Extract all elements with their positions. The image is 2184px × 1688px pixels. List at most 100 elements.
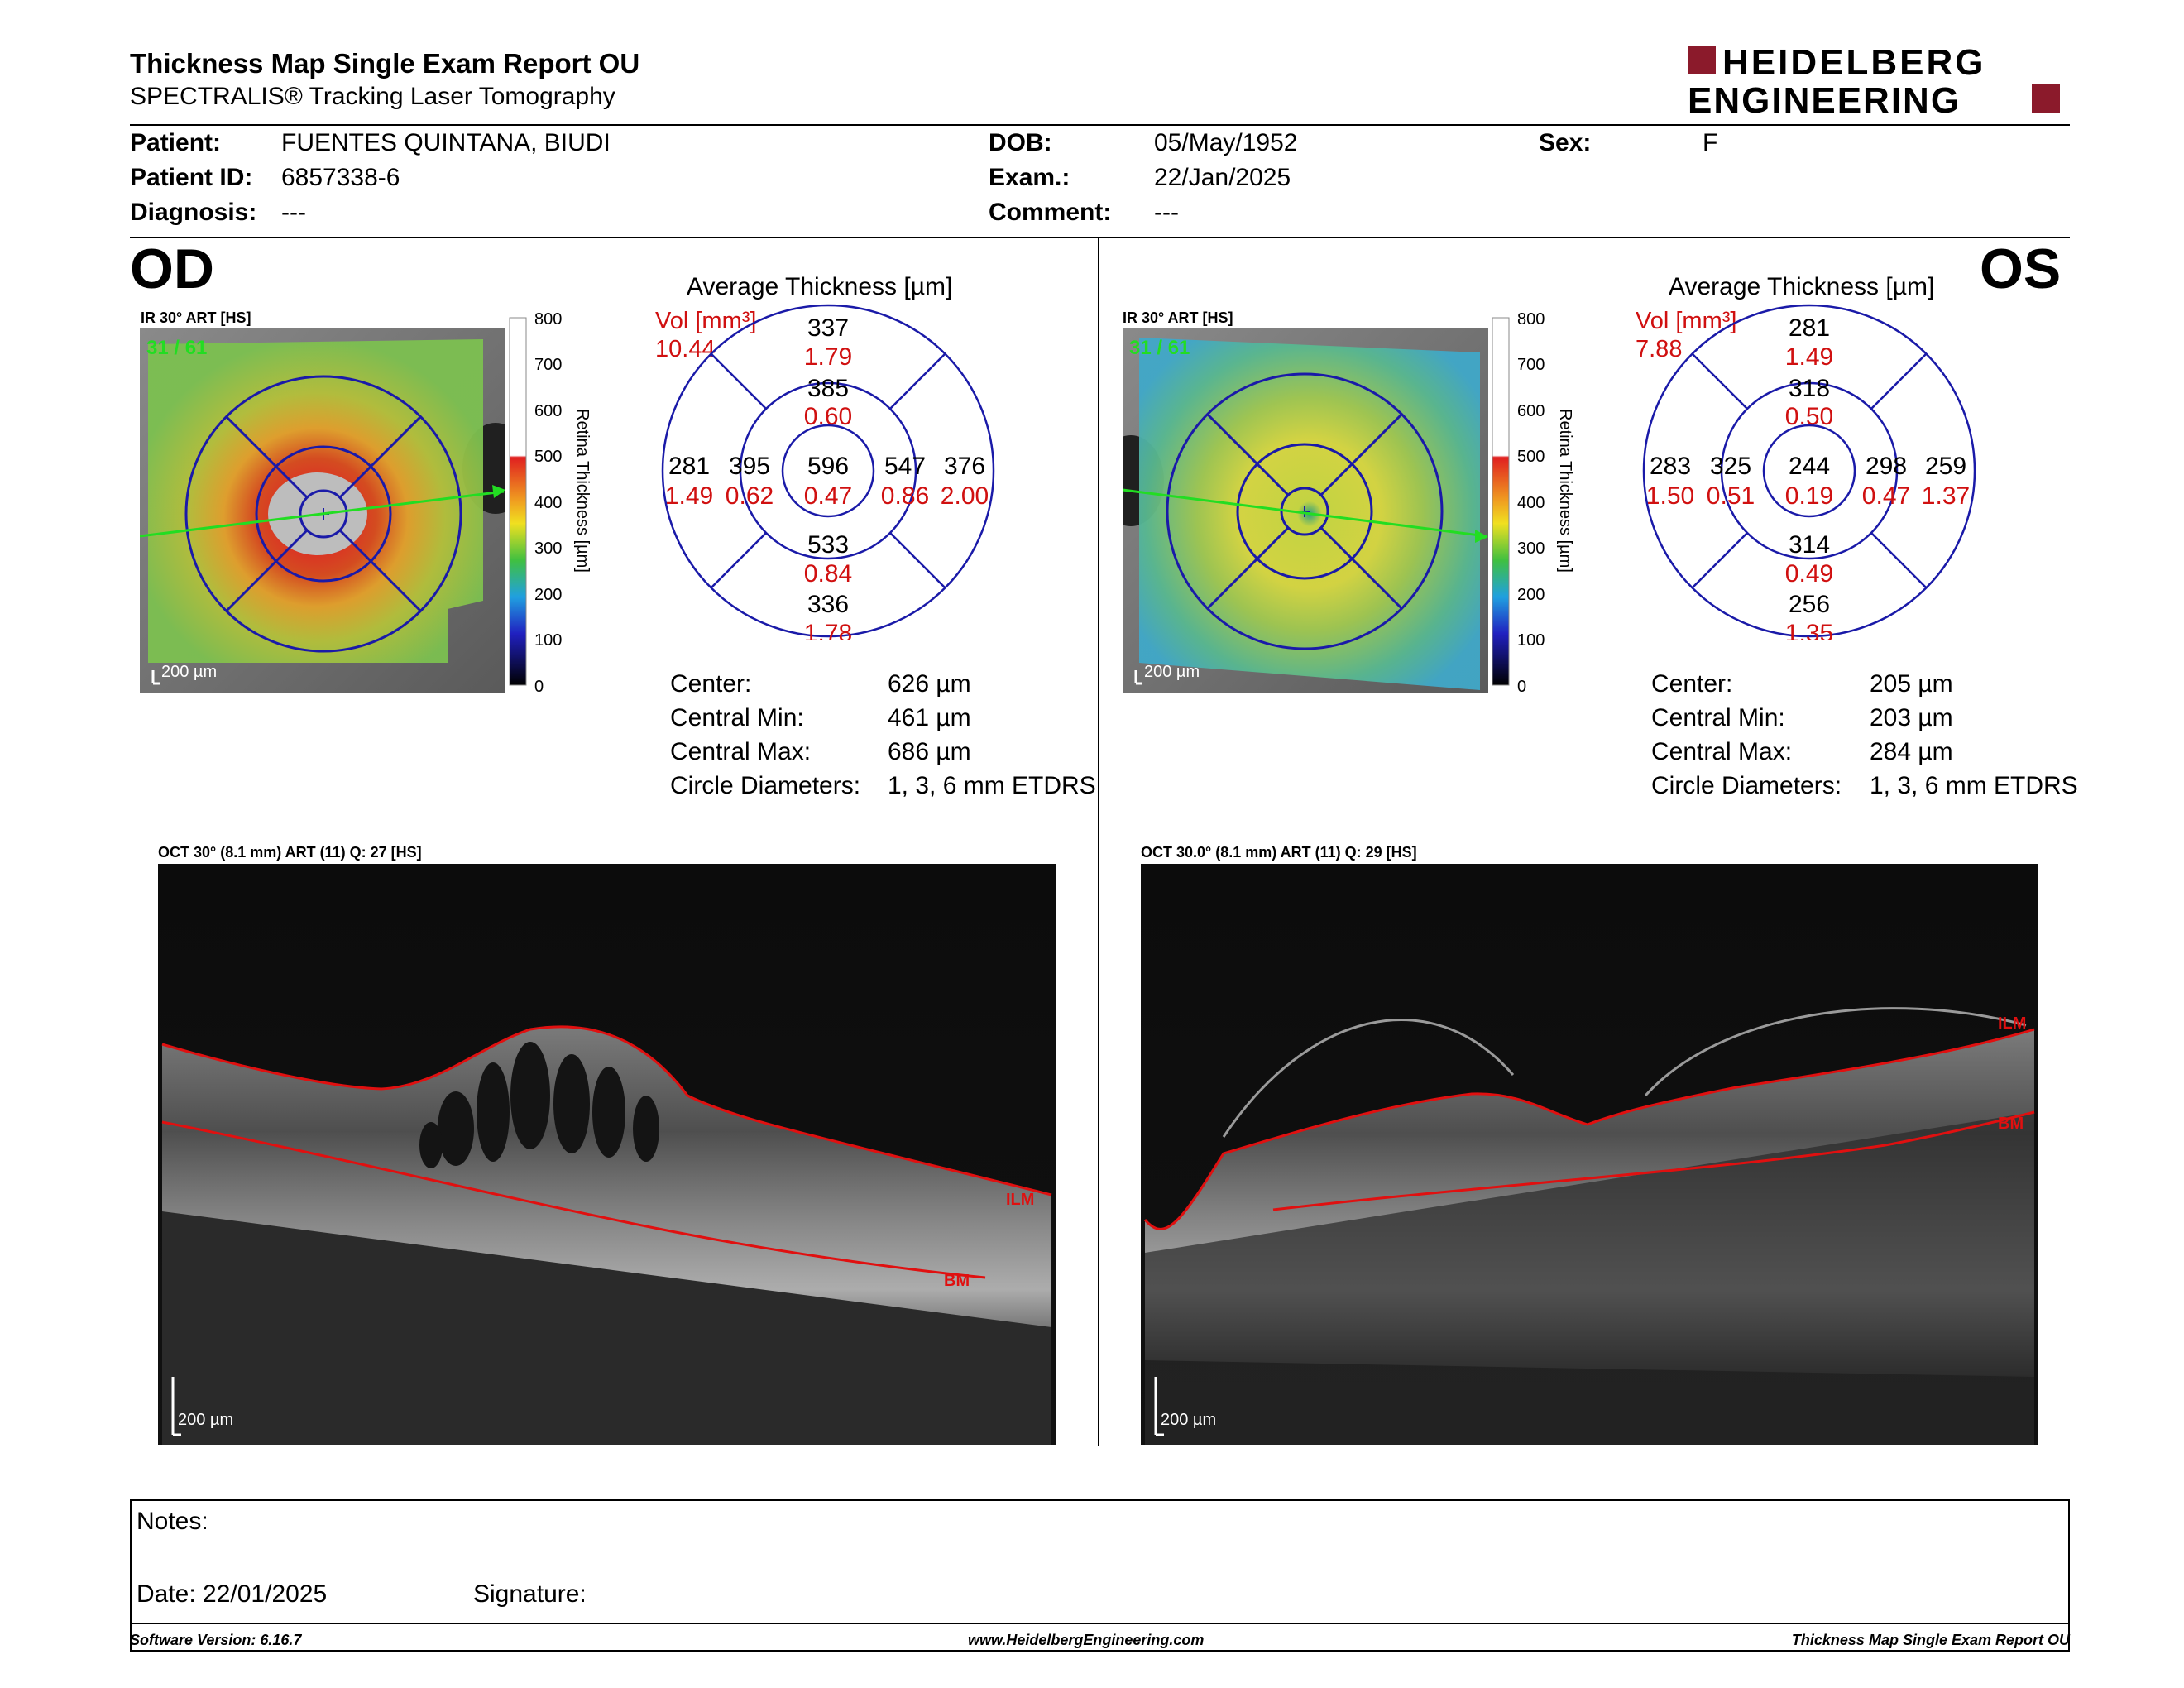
od-inner-inferior: 533 [807, 531, 849, 559]
od-min-value: 461 µm [888, 704, 971, 731]
os-outer-inferior-vol: 1.35 [1785, 620, 1833, 640]
od-ilm-label: ILM [1006, 1191, 1034, 1209]
os-etdrs-grid: 281 1.49 318 0.50 283 1.50 325 0.51 244 … [1642, 304, 1976, 640]
os-max-label: Central Max: [1651, 738, 1793, 765]
od-thickness-map: 31 / 61 200 µm [140, 328, 505, 693]
os-min-value: 203 µm [1870, 704, 1953, 731]
os-oct-label: OCT 30.0° (8.1 mm) ART (11) Q: 29 [HS] [1141, 844, 1417, 861]
os-diam-value: 1, 3, 6 mm ETDRS [1870, 772, 2078, 799]
report-title: Thickness Map Single Exam Report OU [130, 48, 640, 79]
od-outer-right: 376 [944, 453, 985, 480]
os-scale-tick-800: 800 [1517, 310, 1545, 328]
os-thickness-map: 31 / 61 200 µm [1123, 328, 1488, 693]
footer-report-title: Thickness Map Single Exam Report OU [1791, 1632, 2070, 1648]
od-max-label: Central Max: [670, 738, 812, 765]
os-scale-tick-300: 300 [1517, 539, 1545, 558]
od-etdrs-grid: 337 1.79 385 0.60 281 1.49 395 0.62 596 … [661, 304, 995, 640]
patient-name: FUENTES QUINTANA, BIUDI [281, 129, 611, 156]
os-outer-superior: 281 [1789, 314, 1830, 342]
od-diam-label: Circle Diameters: [670, 772, 861, 799]
od-scan-arrow [492, 485, 505, 498]
od-frame-counter: 31 / 61 [146, 337, 207, 359]
os-inner-inferior: 314 [1789, 531, 1830, 559]
od-cysts [419, 1042, 659, 1168]
os-inner-superior-vol: 0.50 [1785, 403, 1833, 430]
notes-box[interactable]: Notes: Date: 22/01/2025 Signature: [130, 1499, 2070, 1652]
od-center-label: Center: [670, 670, 752, 698]
heidelberg-logo: HEIDELBERG ENGINEERING [1688, 45, 2060, 119]
os-scale-tick-400: 400 [1517, 494, 1545, 512]
os-ir-label: IR 30° ART [HS] [1123, 309, 1233, 326]
od-scale-tick-300: 300 [534, 539, 562, 558]
od-inner-right-vol: 0.86 [881, 482, 929, 510]
od-choroid [162, 1211, 1051, 1445]
os-scale-tick-700: 700 [1517, 356, 1545, 374]
website-link[interactable]: www.HeidelbergEngineering.com [968, 1632, 1205, 1648]
comment-value: --- [1154, 199, 1179, 226]
od-scale-tick-200: 200 [534, 586, 562, 604]
software-version: Software Version: 6.16.7 [130, 1632, 302, 1648]
od-inner-superior: 385 [807, 375, 849, 402]
os-inner-right: 298 [1866, 453, 1907, 480]
os-outer-superior-vol: 1.49 [1785, 343, 1833, 371]
os-scan-line [1123, 488, 1487, 538]
sex-value: F [1703, 129, 1718, 156]
dob-label: DOB: [989, 129, 1052, 156]
od-inner-left: 395 [729, 453, 770, 480]
os-scale-title: Retina Thickness [µm] [1556, 409, 1574, 573]
os-outer-left: 283 [1650, 453, 1691, 480]
os-outer-right-vol: 1.37 [1922, 482, 1970, 510]
os-hyaloid-left [1222, 1019, 1515, 1138]
os-center: 244 [1789, 453, 1830, 480]
od-eye-label: OD [130, 237, 214, 300]
od-scale-bar [509, 317, 527, 686]
patient-id: 6857338-6 [281, 164, 400, 191]
os-scale-bar [1492, 317, 1510, 686]
notes-label: Notes: [136, 1508, 208, 1535]
od-ilm-line [161, 1025, 1052, 1196]
os-scale-tick-0: 0 [1517, 678, 1526, 696]
od-bm-line [161, 1120, 986, 1279]
patient-id-label: Patient ID: [130, 164, 253, 191]
os-bm-label: BM [1998, 1115, 2024, 1133]
os-ilm-label: ILM [1998, 1014, 2026, 1033]
od-avg-title: Average Thickness [µm] [687, 273, 953, 300]
od-ir-label: IR 30° ART [HS] [141, 309, 251, 326]
os-oct-bscan: ILM BM 200 µm [1141, 864, 2038, 1445]
od-center: 596 [807, 453, 849, 480]
os-color-scale: 800 700 600 500 400 300 200 100 0 Retina… [1492, 310, 1574, 696]
os-etdrs-overlay [1166, 372, 1444, 650]
os-bm-line [1272, 1110, 2035, 1211]
od-scale-tick-100: 100 [534, 631, 562, 650]
od-bm-label: BM [944, 1272, 970, 1290]
os-frame-counter: 31 / 61 [1129, 337, 1190, 359]
os-outer-inferior: 256 [1789, 591, 1830, 618]
diagnosis-value: --- [281, 199, 306, 226]
os-diam-label: Circle Diameters: [1651, 772, 1842, 799]
od-center-vol: 0.47 [804, 482, 852, 510]
os-vol-label: Vol [mm³] [1636, 308, 1737, 334]
od-max-value: 686 µm [888, 738, 971, 765]
logo-square-bottom [2032, 84, 2060, 113]
notes-date: Date: 22/01/2025 [136, 1580, 328, 1608]
od-outer-right-vol: 2.00 [941, 482, 989, 510]
od-inner-left-vol: 0.62 [726, 482, 774, 510]
os-scale-tick-100: 100 [1517, 631, 1545, 650]
eye-divider [1098, 238, 1099, 1446]
od-scale-tick-500: 500 [534, 448, 562, 466]
os-avg-title: Average Thickness [µm] [1669, 273, 1935, 300]
os-inner-left: 325 [1710, 453, 1751, 480]
patient-divider [130, 237, 2070, 238]
os-ilm-line [1143, 1028, 2035, 1230]
os-center-value: 205 µm [1870, 670, 1953, 698]
os-choroid [1145, 1112, 2034, 1445]
od-scale-tick-700: 700 [534, 356, 562, 374]
os-oct-scalebar-label: 200 µm [1161, 1411, 1216, 1429]
od-scale-tick-400: 400 [534, 494, 562, 512]
od-scale-title: Retina Thickness [µm] [573, 409, 592, 573]
report-subtitle: SPECTRALIS® Tracking Laser Tomography [130, 83, 615, 110]
od-oct-scalebar-label: 200 µm [178, 1411, 233, 1429]
od-outer-inferior-vol: 1.78 [804, 620, 852, 640]
os-inner-left-vol: 0.51 [1707, 482, 1755, 510]
od-etdrs-overlay [184, 375, 462, 653]
